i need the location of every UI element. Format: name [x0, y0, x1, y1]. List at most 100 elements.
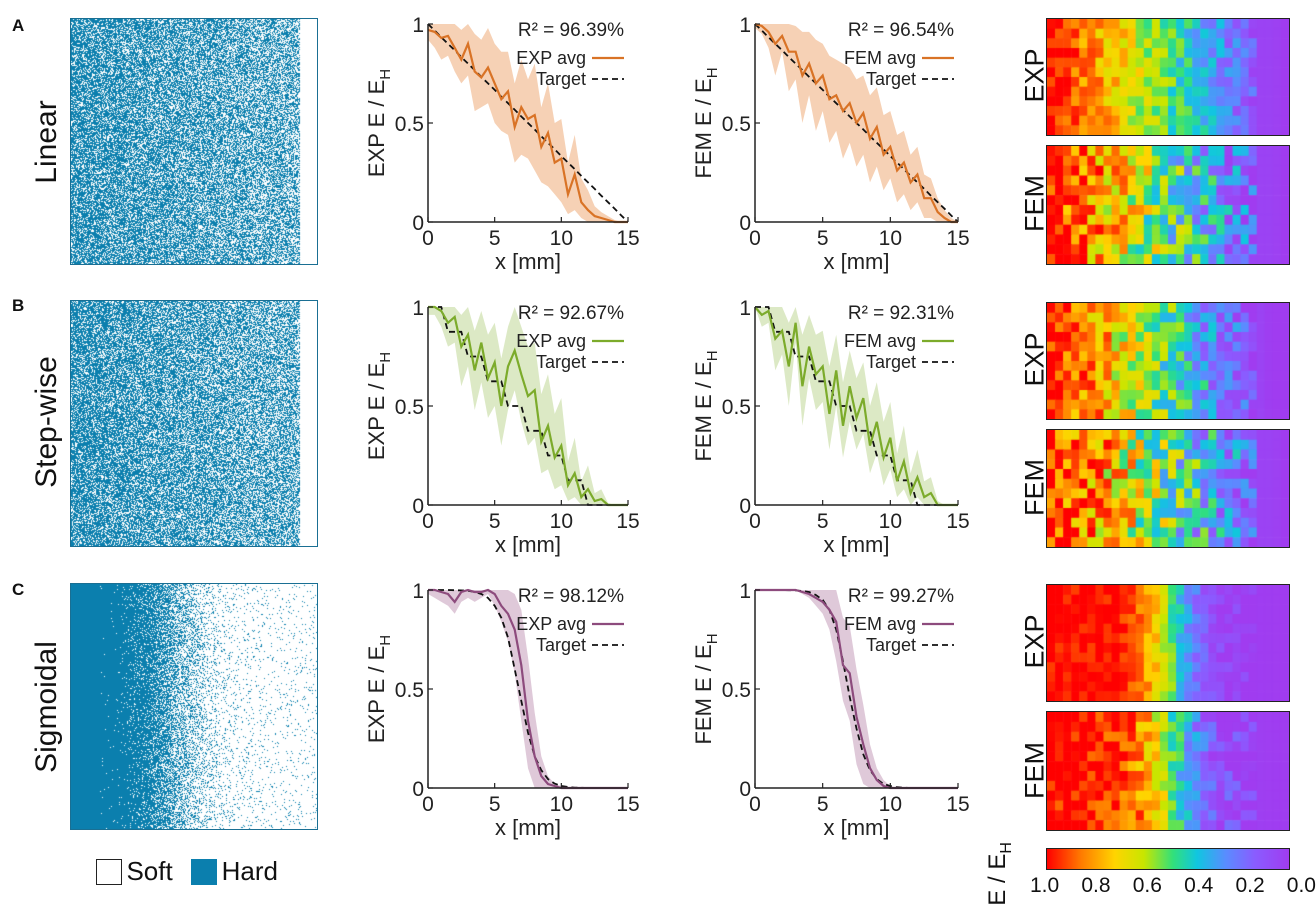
chart-linear-exp: 0 5 10 15 0 0.5 1 x [mm] EXP E / EH R² = 96.39% EX…	[364, 14, 640, 274]
colorbar-tick: 0.4	[1184, 874, 1214, 897]
x-tick-label: 10	[879, 510, 902, 533]
x-tick-label: 15	[946, 227, 969, 250]
y-tick-label: 0.5	[722, 396, 751, 419]
legend-target-label: Target	[866, 352, 916, 372]
y-axis-label-sub: H	[704, 67, 721, 78]
x-tick-label: 5	[489, 793, 501, 816]
colorbar	[1046, 848, 1290, 870]
y-tick-label: 0.5	[395, 113, 424, 136]
x-tick-label: 5	[489, 510, 501, 533]
y-axis-label: EXP E / EH	[364, 69, 394, 177]
heatmap-sig-exp	[1046, 584, 1290, 702]
x-tick-label: 10	[550, 510, 573, 533]
x-tick-label: 10	[550, 793, 573, 816]
r-squared: R² = 99.27%	[848, 586, 954, 607]
legend-target-label: Target	[536, 635, 586, 655]
colorbar-label-sub: H	[997, 842, 1015, 854]
heatmap-sig-fem	[1046, 711, 1290, 831]
x-axis-label: x [mm]	[495, 249, 561, 274]
heatmap-label-fem-a: FEM	[1019, 175, 1050, 232]
legend-avg-label: EXP avg	[516, 48, 586, 68]
r-squared: R² = 96.39%	[518, 20, 624, 41]
heatmap-label-fem-c: FEM	[1019, 742, 1050, 799]
heatmap-label-fem-b: FEM	[1019, 459, 1050, 516]
y-axis-label-text: FEM E / EH	[691, 633, 721, 744]
colorbar-label-text: E / E	[984, 853, 1012, 906]
y-tick-label: 0.5	[722, 679, 751, 702]
x-tick-label: 0	[749, 510, 761, 533]
y-tick-label: 1	[412, 297, 424, 320]
avg-line	[754, 306, 958, 507]
microstructure-sigmoidal	[70, 583, 318, 830]
microstructure-stepwise	[70, 300, 318, 547]
legend-avg-label: FEM avg	[844, 331, 916, 351]
x-tick-label: 10	[550, 227, 573, 250]
x-tick-label: 15	[946, 510, 969, 533]
heatmap-label-exp-a: EXP	[1019, 48, 1050, 103]
legend-avg-label: EXP avg	[516, 331, 586, 351]
hard-label: Hard	[221, 856, 278, 886]
r-squared: R² = 96.54%	[848, 20, 954, 41]
y-axis-label-text: EXP E / EH	[364, 69, 394, 177]
y-axis-label-sub: H	[704, 633, 721, 644]
x-axis-label: x [mm]	[824, 532, 890, 557]
soft-label: Soft	[126, 856, 173, 886]
target-line	[427, 23, 629, 223]
colorbar-tick: 0.2	[1235, 874, 1265, 897]
y-axis-label: FEM E / EH	[691, 67, 721, 178]
x-tick-label: 15	[946, 793, 969, 816]
x-tick-label: 0	[422, 227, 434, 250]
legend-target-label: Target	[866, 635, 916, 655]
std-band	[428, 590, 628, 788]
x-tick-label: 10	[879, 227, 902, 250]
x-tick-label: 5	[817, 227, 829, 250]
legend-target-label: Target	[536, 69, 586, 89]
legend-target-label: Target	[536, 352, 586, 372]
y-axis-label-sub: H	[377, 352, 394, 363]
y-tick-label: 0	[412, 212, 424, 235]
x-tick-label: 0	[422, 510, 434, 533]
y-axis-label-sub: H	[377, 635, 394, 646]
x-tick-label: 15	[616, 227, 639, 250]
r-squared: R² = 92.31%	[848, 303, 954, 324]
colorbar-tick: 0.6	[1132, 874, 1162, 897]
chart-step-wise-exp: 0 5 10 15 0 0.5 1 x [mm] EXP E / EH R² = 92.67% EX…	[364, 297, 640, 557]
y-axis-label-text: EXP E / EH	[364, 352, 394, 460]
heatmap-label-exp-b: EXP	[1019, 332, 1050, 387]
y-axis-label: EXP E / EH	[364, 352, 394, 460]
y-tick-label: 0	[739, 778, 751, 801]
y-tick-label: 1	[739, 14, 751, 37]
y-axis-label-text: FEM E / EH	[691, 350, 721, 461]
r-squared: R² = 98.12%	[518, 586, 624, 607]
y-axis-label: FEM E / EH	[691, 350, 721, 461]
x-tick-label: 0	[749, 793, 761, 816]
y-tick-label: 1	[739, 297, 751, 320]
panel-letter-b: B	[12, 296, 25, 315]
std-band	[755, 307, 958, 505]
avg-line	[427, 28, 628, 224]
x-axis-label: x [mm]	[495, 815, 561, 840]
colorbar-tick: 1.0	[1030, 874, 1060, 897]
r-squared: R² = 92.67%	[518, 303, 624, 324]
colorbar-label: E / EH	[984, 834, 1016, 914]
y-tick-label: 1	[412, 580, 424, 603]
panel-letter-c: C	[12, 580, 25, 599]
y-axis-label-sub: H	[704, 350, 721, 361]
material-legend: Soft Hard	[96, 856, 278, 887]
x-tick-label: 15	[616, 793, 639, 816]
y-tick-label: 1	[739, 580, 751, 603]
heatmap-step-exp	[1046, 302, 1290, 420]
y-tick-label: 0	[739, 495, 751, 518]
avg-line	[428, 305, 628, 507]
legend-target-label: Target	[866, 69, 916, 89]
y-tick-label: 1	[412, 14, 424, 37]
soft-swatch	[96, 858, 122, 885]
avg-line	[754, 22, 958, 224]
colorbar-tick: 0.8	[1081, 874, 1111, 897]
colorbar-tick: 0.0	[1286, 874, 1316, 897]
heatmap-linear-fem	[1046, 145, 1290, 265]
y-axis-label: FEM E / EH	[691, 633, 721, 744]
colorbar-ticks: 1.0 0.8 0.6 0.4 0.2 0.0	[1030, 874, 1316, 898]
y-axis-label-text: EXP E / EH	[364, 635, 394, 743]
